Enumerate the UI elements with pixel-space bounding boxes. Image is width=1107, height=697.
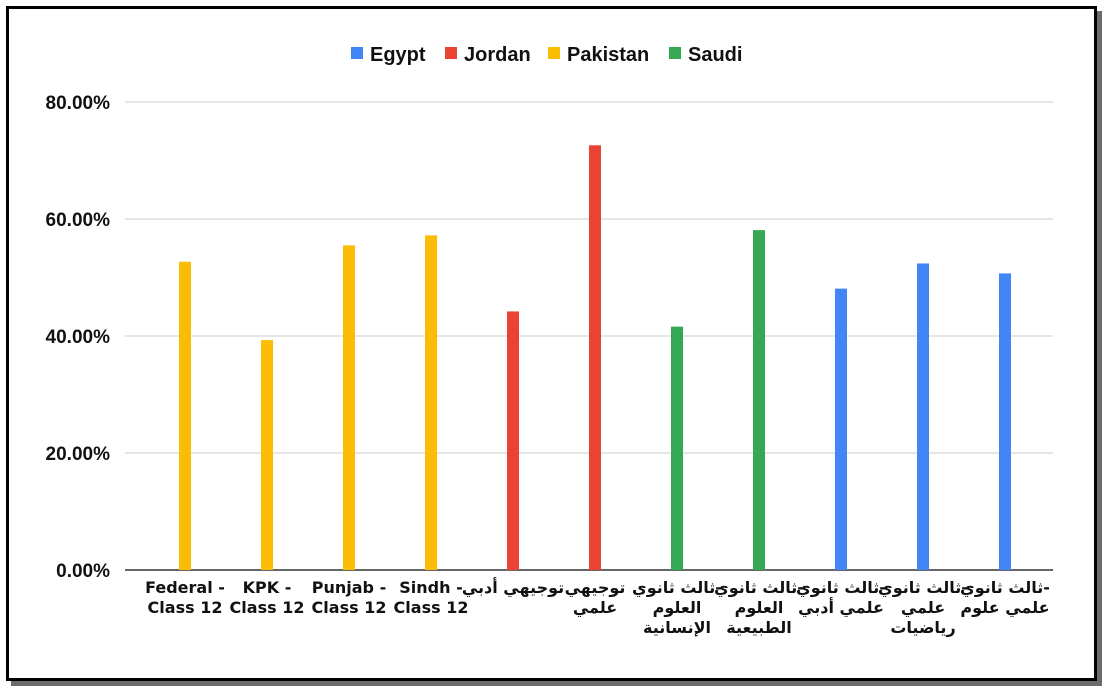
legend: Egypt Jordan Pakistan Saudi (351, 44, 742, 66)
bar (589, 145, 601, 571)
bar (261, 340, 273, 570)
bar (425, 235, 437, 570)
y-axis-ticks: 0.00% 20.00% 40.00% 60.00% 80.00% (46, 93, 111, 582)
x-tick-label: علمي علوم (960, 598, 1049, 618)
bar (507, 311, 519, 570)
x-tick-label: Class 12 (312, 598, 387, 617)
x-tick-label: ثالث ثانوي- (632, 578, 722, 598)
y-tick-label: 80.00% (46, 93, 111, 114)
y-tick-label: 20.00% (46, 444, 111, 465)
bar (179, 261, 191, 570)
x-tick-label: ثالث ثانوي- (714, 578, 804, 598)
x-tick-label: ثالث ثانوي- (960, 578, 1050, 598)
x-tick-label: توجيهي (565, 578, 626, 598)
bar (835, 288, 847, 570)
legend-swatch (548, 47, 560, 59)
x-tick-label: علمي أدبي (798, 597, 884, 618)
x-tick-label: علمي (901, 598, 945, 618)
x-tick-label: رياضيات (890, 618, 955, 637)
legend-label: Jordan (464, 44, 531, 66)
bar (917, 263, 929, 570)
bars (179, 145, 1011, 571)
x-tick-label: توجيهي أدبي (462, 577, 564, 598)
y-tick-label: 60.00% (46, 210, 111, 231)
legend-swatch (669, 47, 681, 59)
y-tick-label: 0.00% (56, 561, 110, 582)
x-tick-label: علمي (573, 598, 617, 618)
x-tick-label: Punjab - (312, 578, 386, 597)
legend-swatch (445, 47, 457, 59)
x-tick-label: Sindh - (399, 578, 462, 597)
legend-label: Pakistan (567, 44, 649, 66)
bar (343, 245, 355, 570)
bar (999, 273, 1011, 570)
bar (671, 326, 683, 570)
x-tick-label: KPK - (243, 578, 292, 597)
x-tick-label: Federal - (145, 578, 225, 597)
x-tick-label: الطبيعية (726, 618, 791, 637)
x-tick-label: الإنسانية (643, 618, 711, 637)
x-tick-label: ثالث ثانوي- (878, 578, 968, 598)
bar (753, 230, 765, 571)
legend-swatch (351, 47, 363, 59)
x-tick-label: العلوم (735, 598, 784, 617)
legend-label: Egypt (370, 44, 426, 66)
x-tick-label: Class 12 (230, 598, 305, 617)
x-tick-label: ثالث ثانوي- (796, 578, 886, 598)
x-tick-label: العلوم (653, 598, 702, 617)
legend-label: Saudi (688, 44, 742, 66)
y-tick-label: 40.00% (46, 327, 111, 348)
x-tick-label: Class 12 (394, 598, 469, 617)
x-tick-label: Class 12 (148, 598, 223, 617)
